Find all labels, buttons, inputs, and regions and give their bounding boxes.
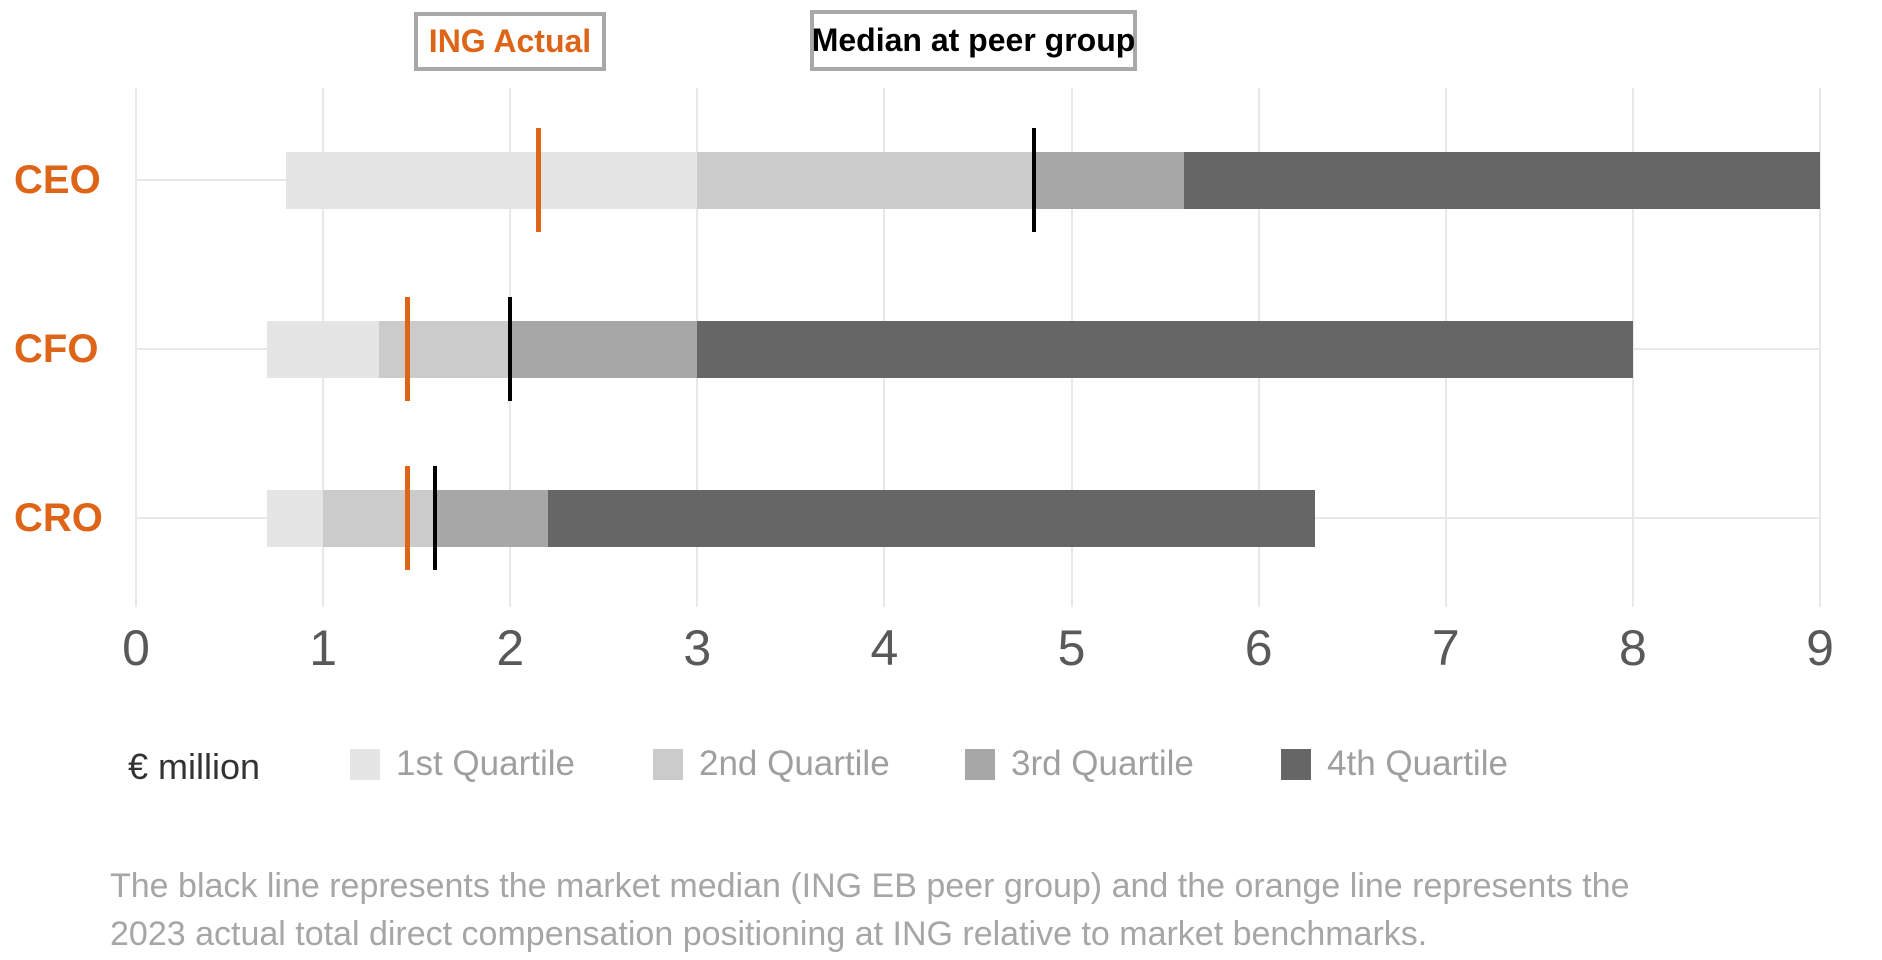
gridline-x-0 xyxy=(135,88,137,607)
gridline-x-9 xyxy=(1819,88,1821,607)
peer-median-marker-cfo xyxy=(508,297,513,401)
row-label-cro: CRO xyxy=(14,496,103,540)
peer-median-legend-label: Median at peer group xyxy=(811,22,1136,58)
bar-segment-cro-q1 xyxy=(266,490,324,547)
x-tick-label-9: 9 xyxy=(1806,620,1834,676)
row-label-ceo: CEO xyxy=(14,158,101,202)
bar-segment-ceo-q1 xyxy=(285,152,698,209)
x-tick-label-4: 4 xyxy=(870,620,899,676)
ing-actual-marker-cro xyxy=(404,466,410,570)
x-tick-label-5: 5 xyxy=(1057,620,1086,676)
bar-segment-cfo-q2 xyxy=(379,321,511,378)
peer-median-legend-box: Median at peer group xyxy=(810,10,1137,71)
plot-area xyxy=(135,88,1821,607)
bar-segment-cro-q3 xyxy=(435,490,548,547)
legend-item-q2: 2nd Quartile xyxy=(653,744,890,784)
footnote: The black line represents the market med… xyxy=(110,862,1630,958)
x-tick-label-6: 6 xyxy=(1244,620,1273,676)
legend-swatch-q1-icon xyxy=(350,748,380,780)
legend-label-q3: 3rd Quartile xyxy=(1011,744,1194,783)
x-tick-label-2: 2 xyxy=(496,620,525,676)
legend-label-q1: 1st Quartile xyxy=(396,744,575,783)
x-tick-label-1: 1 xyxy=(309,620,338,676)
bar-segment-cfo-q1 xyxy=(266,321,380,378)
bar-segment-ceo-q2 xyxy=(697,152,1035,209)
x-tick-label-0: 0 xyxy=(122,620,150,676)
bar-segment-cfo-q4 xyxy=(697,321,1633,378)
row-label-cfo: CFO xyxy=(14,327,99,371)
legend-label-q4: 4th Quartile xyxy=(1327,744,1508,783)
bar-segment-cro-q2 xyxy=(323,490,436,547)
legend-item-q4: 4th Quartile xyxy=(1281,744,1508,784)
ing-actual-legend-box: ING Actual xyxy=(414,12,606,71)
gridline-x-8 xyxy=(1631,88,1634,607)
legend-label-q2: 2nd Quartile xyxy=(699,744,890,783)
legend-item-q1: 1st Quartile xyxy=(350,744,575,784)
peer-median-marker-cro xyxy=(433,466,438,570)
peer-median-marker-ceo xyxy=(1032,128,1037,232)
bar-segment-ceo-q3 xyxy=(1034,152,1184,209)
x-tick-label-3: 3 xyxy=(683,620,712,676)
ing-actual-marker-ceo xyxy=(535,128,541,232)
legend-swatch-q4-icon xyxy=(1281,748,1311,780)
x-tick-label-8: 8 xyxy=(1618,620,1647,676)
legend-swatch-q2-icon xyxy=(653,748,683,780)
ing-actual-legend-label: ING Actual xyxy=(428,23,592,59)
legend-swatch-q3-icon xyxy=(965,748,995,780)
x-tick-label-7: 7 xyxy=(1431,620,1460,676)
legend-item-q3: 3rd Quartile xyxy=(965,744,1194,784)
unit-label: € million xyxy=(128,746,261,787)
bar-segment-cro-q4 xyxy=(547,490,1315,547)
bar-segment-cfo-q3 xyxy=(510,321,698,378)
footnote-line-1: The black line represents the market med… xyxy=(110,867,1630,905)
bar-segment-ceo-q4 xyxy=(1183,152,1820,209)
footnote-line-2: 2023 actual total direct compensation po… xyxy=(110,915,1428,953)
ing-actual-marker-cfo xyxy=(404,297,410,401)
